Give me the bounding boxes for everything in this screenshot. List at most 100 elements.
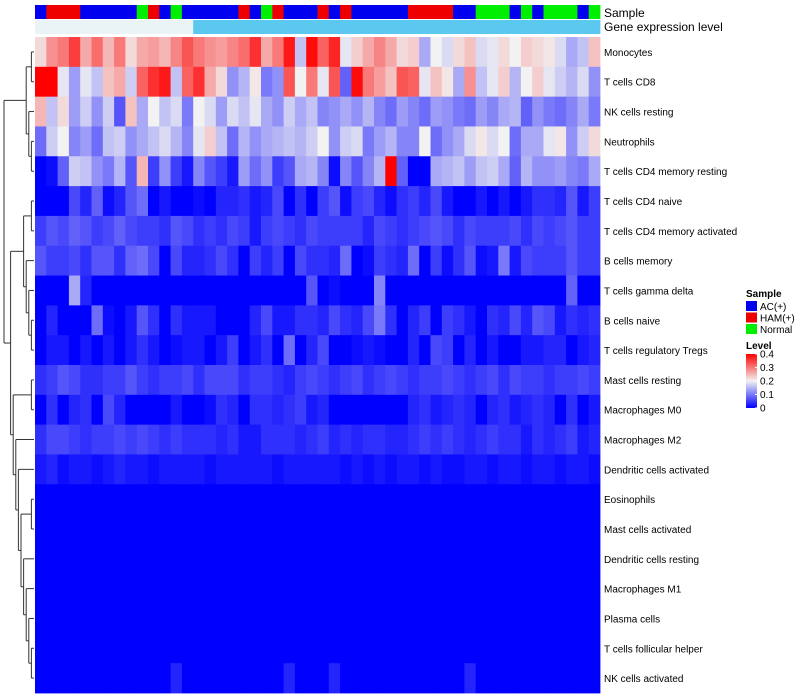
heatmap-cell: [35, 275, 47, 306]
sample-cell: [294, 5, 307, 19]
heatmap-cell: [498, 156, 510, 187]
heatmap-cell: [543, 186, 556, 217]
heatmap-cell: [407, 514, 420, 545]
heatmap-cell: [475, 37, 488, 68]
heatmap-cell: [543, 454, 556, 485]
heatmap-cell: [35, 186, 47, 217]
expression-cell: [204, 20, 217, 34]
expression-cell: [272, 20, 284, 34]
heatmap-cell: [102, 275, 115, 306]
expression-cell: [396, 20, 409, 34]
heatmap-cell: [509, 96, 522, 127]
heatmap-cell: [374, 424, 386, 455]
heatmap-cell: [430, 245, 443, 276]
heatmap-cell: [114, 573, 126, 604]
heatmap-cell: [46, 156, 58, 187]
heatmap-cell: [385, 454, 397, 485]
heatmap-cell: [487, 424, 499, 455]
heatmap-cell: [283, 186, 296, 217]
heatmap-cell: [385, 365, 397, 396]
heatmap-cell: [407, 66, 420, 98]
heatmap-cell: [554, 305, 567, 336]
heatmap-cell: [441, 126, 454, 157]
heatmap-cell: [306, 245, 318, 276]
heatmap-cell: [588, 275, 601, 306]
heatmap-cell: [453, 37, 465, 68]
heatmap-cell: [419, 66, 431, 98]
heatmap-cell: [294, 573, 307, 604]
heatmap-cell: [136, 186, 149, 217]
heatmap-cell: [498, 335, 510, 366]
heatmap-cell: [328, 66, 341, 98]
heatmap-cell: [238, 365, 251, 396]
heatmap-cell: [351, 245, 364, 276]
heatmap-cell: [577, 543, 590, 575]
heatmap-cell: [362, 186, 375, 217]
heatmap-cell: [407, 603, 420, 634]
heatmap-cell: [102, 305, 115, 336]
heatmap-cell: [554, 454, 567, 485]
heatmap-cell: [68, 633, 81, 664]
heatmap-cell: [396, 66, 409, 98]
heatmap-cell: [148, 365, 160, 396]
heatmap-cell: [170, 335, 183, 366]
heatmap-cell: [181, 245, 194, 276]
heatmap-cell: [464, 573, 477, 604]
heatmap-cell: [114, 603, 126, 634]
heatmap-cell: [351, 543, 364, 575]
heatmap-cell: [91, 514, 104, 545]
heatmap-cell: [283, 663, 296, 694]
heatmap-cell: [294, 96, 307, 127]
heatmap-cell: [261, 186, 273, 217]
row-label: NK cells activated: [604, 674, 683, 685]
heatmap-cell: [68, 365, 81, 396]
expression-cell: [566, 20, 578, 34]
heatmap-cell: [566, 543, 578, 575]
heatmap-cell: [577, 335, 590, 366]
heatmap-cell: [554, 424, 567, 455]
heatmap-cell: [215, 633, 228, 664]
heatmap-cell: [407, 394, 420, 426]
heatmap-cell: [193, 245, 205, 276]
heatmap-cell: [396, 215, 409, 247]
sample-cell: [306, 5, 318, 19]
heatmap-cell: [543, 514, 556, 545]
heatmap-cell: [35, 37, 47, 68]
heatmap-cell: [498, 514, 510, 545]
heatmap-cell: [351, 37, 364, 68]
sample-cell: [588, 5, 601, 19]
heatmap-cell: [374, 126, 386, 157]
heatmap-cell: [57, 543, 70, 575]
expression-cell: [419, 20, 431, 34]
heatmap-cell: [227, 66, 239, 98]
heatmap-cell: [272, 424, 284, 455]
heatmap-cell: [520, 335, 533, 366]
heatmap-cell: [509, 275, 522, 306]
heatmap-cell: [261, 156, 273, 187]
heatmap-cell: [204, 394, 217, 426]
heatmap-cell: [91, 543, 104, 575]
heatmap-cell: [374, 603, 386, 634]
heatmap-cell: [238, 126, 251, 157]
heatmap-cell: [261, 66, 273, 98]
heatmap-cell: [125, 603, 138, 634]
heatmap-cell: [554, 365, 567, 396]
heatmap-cell: [475, 215, 488, 247]
heatmap-cell: [441, 37, 454, 68]
heatmap-cell: [588, 245, 601, 276]
heatmap-cell: [249, 663, 262, 694]
heatmap-cell: [238, 394, 251, 426]
heatmap-cell: [588, 305, 601, 336]
sample-cell: [453, 5, 465, 19]
heatmap-cell: [148, 156, 160, 187]
heatmap-cell: [249, 96, 262, 127]
expression-cell: [430, 20, 443, 34]
heatmap-cell: [588, 66, 601, 98]
heatmap-cell: [419, 126, 431, 157]
heatmap-cell: [487, 633, 499, 664]
heatmap-cell: [159, 66, 171, 98]
heatmap-cell: [294, 215, 307, 247]
heatmap-cell: [238, 305, 251, 336]
heatmap-cell: [204, 663, 217, 694]
heatmap-cell: [554, 573, 567, 604]
